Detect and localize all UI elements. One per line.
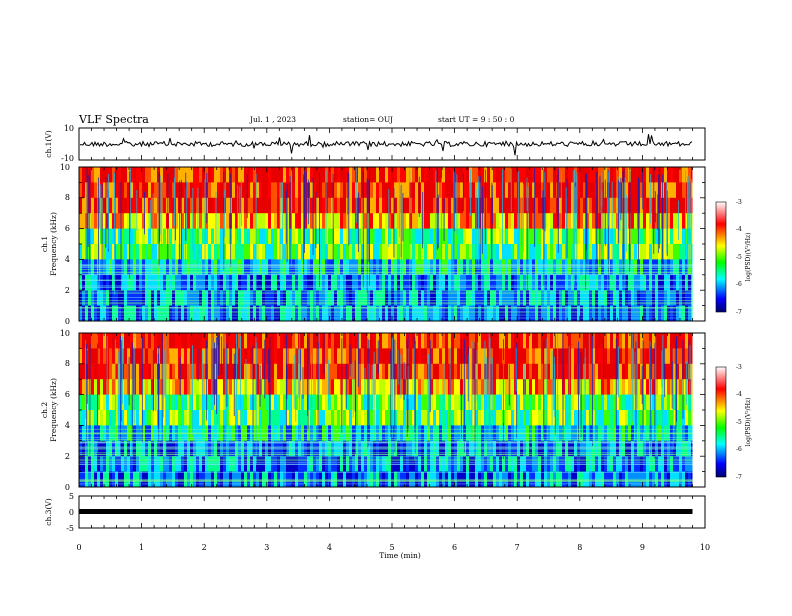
time-axis-label: Time (min) bbox=[379, 551, 421, 560]
ch2-cb-tick-7: -7 bbox=[736, 474, 742, 481]
ch3-ytick-top: 5 bbox=[69, 492, 74, 501]
time-axis: 0 1 2 3 4 5 6 7 8 9 10 Time (min) bbox=[76, 543, 710, 560]
ch1-cb-tick-5: -5 bbox=[736, 254, 742, 261]
figure-title: VLF Spectra bbox=[78, 113, 149, 126]
ch2-freq-tick-4: 4 bbox=[65, 421, 70, 430]
ch1-spec-ylabel-channel: ch.1 bbox=[40, 236, 49, 252]
ch2-freq-tick-10: 10 bbox=[60, 329, 70, 338]
station-label: station= OUJ bbox=[343, 115, 393, 124]
ch2-cb-tick-5: -5 bbox=[736, 419, 742, 426]
ch1-freq-tick-8: 8 bbox=[65, 193, 70, 202]
xtick-0: 0 bbox=[76, 543, 81, 552]
axis-ticks bbox=[78, 128, 706, 528]
ch3-ytick-bottom: -5 bbox=[66, 524, 74, 533]
ch1-colorbar-label: log(PSD)(V²/Hz) bbox=[745, 233, 752, 282]
ch1-spectrogram-panel: 0 2 4 6 8 10 ch.1 Frequency (kHz) -3 -4 … bbox=[40, 163, 752, 326]
ch3-ytick-mid: 0 bbox=[69, 508, 74, 517]
start-time-label: start UT = 9 : 50 : 0 bbox=[438, 115, 515, 124]
ch1-spec-ylabel-freq: Frequency (kHz) bbox=[49, 212, 58, 276]
ch2-spectrogram-image bbox=[79, 333, 705, 488]
ch1-cb-tick-3: -3 bbox=[736, 199, 742, 206]
ch1-cb-tick-4: -4 bbox=[736, 226, 742, 233]
ch1-cb-tick-7: -7 bbox=[736, 309, 742, 316]
xtick-2: 2 bbox=[202, 543, 207, 552]
ch1-freq-tick-2: 2 bbox=[65, 286, 70, 295]
ch1-freq-tick-10: 10 bbox=[60, 163, 70, 172]
xtick-10: 10 bbox=[700, 543, 710, 552]
ch1-spectrogram-image bbox=[79, 167, 705, 322]
ch2-spectrogram-panel: 0 2 4 6 8 10 ch.2 Frequency (kHz) -3 -4 … bbox=[40, 329, 752, 492]
ch1-colorbar bbox=[715, 201, 727, 313]
ch1-waveform-trace bbox=[79, 134, 693, 156]
ch2-freq-tick-8: 8 bbox=[65, 359, 70, 368]
xtick-6: 6 bbox=[452, 543, 457, 552]
ch2-cb-tick-6: -6 bbox=[736, 446, 742, 453]
ch2-freq-tick-2: 2 bbox=[65, 452, 70, 461]
ch2-freq-tick-0: 0 bbox=[65, 483, 70, 492]
ch3-waveform-ylabel: ch.3(V) bbox=[44, 498, 53, 526]
ch1-freq-tick-6: 6 bbox=[65, 224, 70, 233]
xtick-4: 4 bbox=[327, 543, 332, 552]
xtick-7: 7 bbox=[515, 543, 520, 552]
ch1-waveform-ylabel: ch.1(V) bbox=[44, 130, 53, 158]
ch1-cb-tick-6: -6 bbox=[736, 281, 742, 288]
ch2-cb-tick-4: -4 bbox=[736, 391, 742, 398]
ch1-ytick-top: 10 bbox=[64, 124, 74, 133]
ch2-cb-tick-3: -3 bbox=[736, 364, 742, 371]
ch1-freq-tick-4: 4 bbox=[65, 255, 70, 264]
ch2-freq-tick-6: 6 bbox=[65, 390, 70, 399]
ch2-colorbar bbox=[715, 366, 727, 478]
ch1-waveform-panel: 10 -10 ch.1(V) bbox=[44, 124, 706, 163]
ch1-ytick-bottom: -10 bbox=[61, 154, 74, 163]
ch2-colorbar-label: log(PSD)(V²/Hz) bbox=[745, 398, 752, 447]
xtick-9: 9 bbox=[640, 543, 645, 552]
ch1-freq-tick-0: 0 bbox=[65, 317, 70, 326]
ch2-spec-ylabel-freq: Frequency (kHz) bbox=[49, 378, 58, 442]
xtick-1: 1 bbox=[139, 543, 144, 552]
xtick-3: 3 bbox=[264, 543, 269, 552]
ch2-spec-ylabel-channel: ch.2 bbox=[40, 402, 49, 418]
date-label: Jul. 1 , 2023 bbox=[249, 115, 296, 124]
ch3-waveform-panel: 5 0 -5 ch.3(V) bbox=[44, 492, 706, 533]
ch3-waveform-trace bbox=[79, 509, 693, 514]
xtick-5: 5 bbox=[389, 543, 394, 552]
xtick-8: 8 bbox=[577, 543, 582, 552]
